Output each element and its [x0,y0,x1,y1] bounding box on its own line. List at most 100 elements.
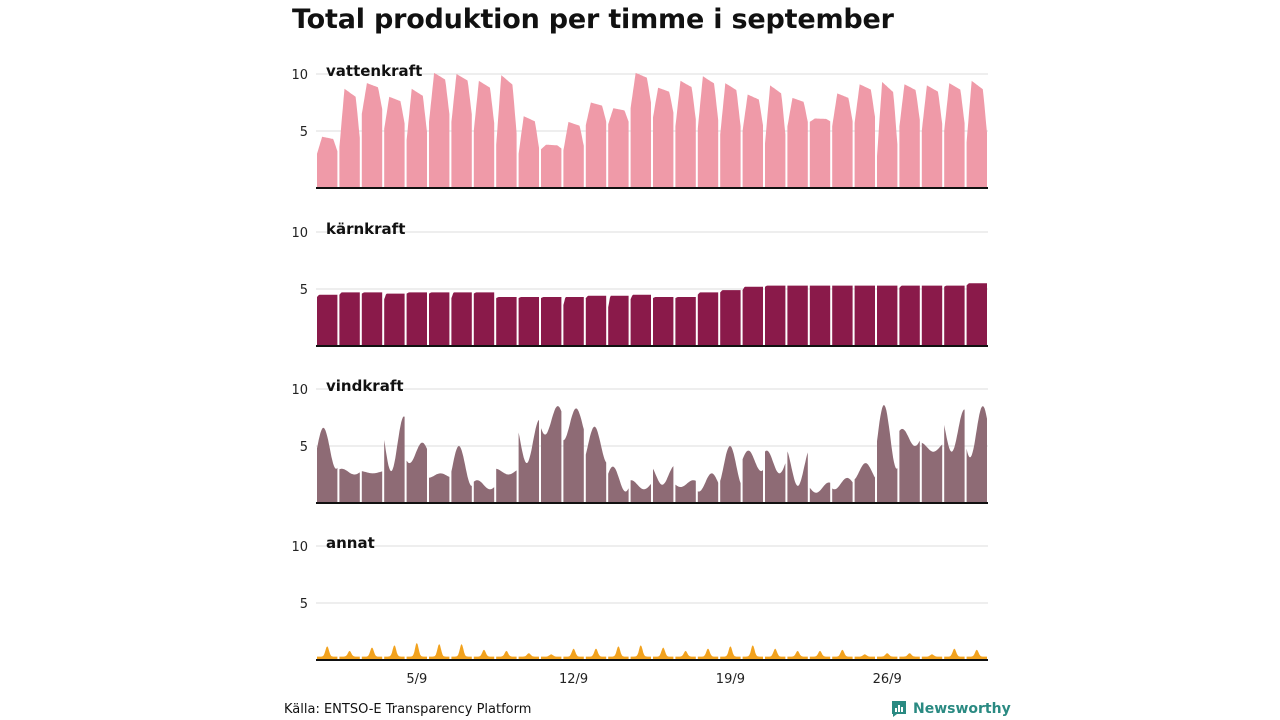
area-day-vattenkraft-27 [899,84,920,188]
area-day-annat-19 [720,646,741,660]
area-day-kärnkraft-5 [406,292,427,346]
area-day-kärnkraft-23 [809,285,831,346]
panel-title-3: annat [326,534,375,552]
area-day-kärnkraft-26 [877,285,898,346]
area-day-kärnkraft-7 [451,292,472,346]
area-day-annat-30 [966,649,987,660]
chart-title: Total produktion per timme i september [292,4,894,35]
area-day-vattenkraft-3 [361,83,383,188]
area-day-annat-24 [832,649,853,660]
area-day-annat-1 [317,646,338,660]
area-day-kärnkraft-6 [429,292,450,346]
area-day-vindkraft-3 [361,471,383,503]
y-tick-label: 10 [291,383,308,398]
x-tick-label: 5/9 [406,672,427,687]
area-day-annat-27 [899,653,920,660]
area-day-vattenkraft-14 [608,108,629,188]
area-day-annat-10 [518,653,539,660]
area-day-vattenkraft-18 [697,76,719,188]
area-day-annat-13 [585,648,607,660]
area-day-annat-8 [473,649,495,660]
x-tick-label: 12/9 [559,672,588,687]
area-day-annat-11 [541,654,562,660]
area-day-vindkraft-12 [563,408,584,503]
newsworthy-logo-icon [892,701,906,717]
area-day-kärnkraft-28 [921,285,943,346]
area-day-annat-14 [608,646,629,660]
area-day-vattenkraft-6 [429,72,450,188]
area-day-vindkraft-28 [921,442,943,503]
area-day-annat-16 [653,647,674,660]
area-day-annat-23 [809,650,831,660]
panel-title-2: vindkraft [326,377,404,395]
area-day-vindkraft-23 [809,482,831,503]
area-day-vindkraft-10 [518,419,539,503]
area-day-vattenkraft-13 [585,102,607,188]
area-day-vattenkraft-24 [832,93,853,188]
area-day-annat-29 [944,648,965,660]
area-day-vindkraft-16 [653,466,674,503]
area-day-annat-28 [921,654,943,660]
area-day-kärnkraft-27 [899,285,920,346]
y-tick-label: 10 [291,540,308,555]
area-day-vindkraft-30 [966,406,987,503]
area-day-vattenkraft-25 [854,84,875,188]
area-day-vattenkraft-5 [406,88,427,188]
area-day-annat-9 [496,650,517,660]
area-day-kärnkraft-29 [944,285,965,346]
area-day-annat-12 [563,648,584,660]
brand-logo[interactable]: Newsworthy [890,698,1011,720]
area-day-vattenkraft-28 [921,85,943,188]
area-day-vindkraft-22 [787,451,808,503]
area-day-vattenkraft-26 [877,82,898,188]
area-day-annat-6 [429,644,450,660]
area-day-vattenkraft-23 [809,118,831,188]
area-day-kärnkraft-25 [854,285,875,346]
area-day-vindkraft-17 [675,480,696,503]
area-day-vattenkraft-8 [473,80,495,188]
area-day-vindkraft-6 [429,473,450,503]
area-day-kärnkraft-11 [541,297,562,346]
area-day-annat-2 [339,650,360,660]
area-day-kärnkraft-10 [518,297,539,346]
area-day-vindkraft-29 [944,409,965,503]
area-day-vattenkraft-10 [518,116,539,188]
area-day-vindkraft-14 [608,466,629,503]
y-tick-label: 5 [300,125,308,140]
area-day-annat-3 [361,647,383,660]
area-day-vindkraft-20 [742,450,763,503]
area-day-annat-7 [451,644,472,660]
area-day-kärnkraft-16 [653,297,674,346]
area-day-kärnkraft-24 [832,285,853,346]
area-day-annat-21 [765,648,786,660]
area-day-vattenkraft-21 [765,85,786,188]
area-day-vindkraft-18 [697,473,719,503]
area-day-vindkraft-11 [541,406,562,503]
y-tick-label: 5 [300,440,308,455]
area-day-vindkraft-1 [317,427,338,503]
area-day-vattenkraft-29 [944,83,965,188]
area-day-kärnkraft-19 [720,290,741,346]
area-day-annat-25 [854,654,875,660]
y-tick-label: 5 [300,597,308,612]
area-day-vattenkraft-11 [541,144,562,188]
area-day-vindkraft-21 [765,450,786,503]
area-day-kärnkraft-2 [339,292,360,346]
y-tick-label: 10 [291,68,308,83]
area-day-vattenkraft-20 [742,94,763,188]
area-day-vattenkraft-17 [675,80,696,188]
area-day-kärnkraft-20 [742,286,763,346]
area-day-annat-4 [384,645,405,660]
area-day-vindkraft-26 [877,405,898,503]
area-day-vindkraft-8 [473,480,495,503]
area-day-kärnkraft-4 [384,293,405,346]
area-day-vattenkraft-2 [339,88,360,188]
area-day-vindkraft-15 [630,480,651,503]
area-day-vindkraft-7 [451,446,472,503]
area-day-kärnkraft-15 [630,294,651,346]
area-day-kärnkraft-13 [585,295,607,346]
area-day-vindkraft-13 [585,426,607,503]
area-day-vattenkraft-9 [496,75,517,188]
area-day-vattenkraft-22 [787,97,808,188]
